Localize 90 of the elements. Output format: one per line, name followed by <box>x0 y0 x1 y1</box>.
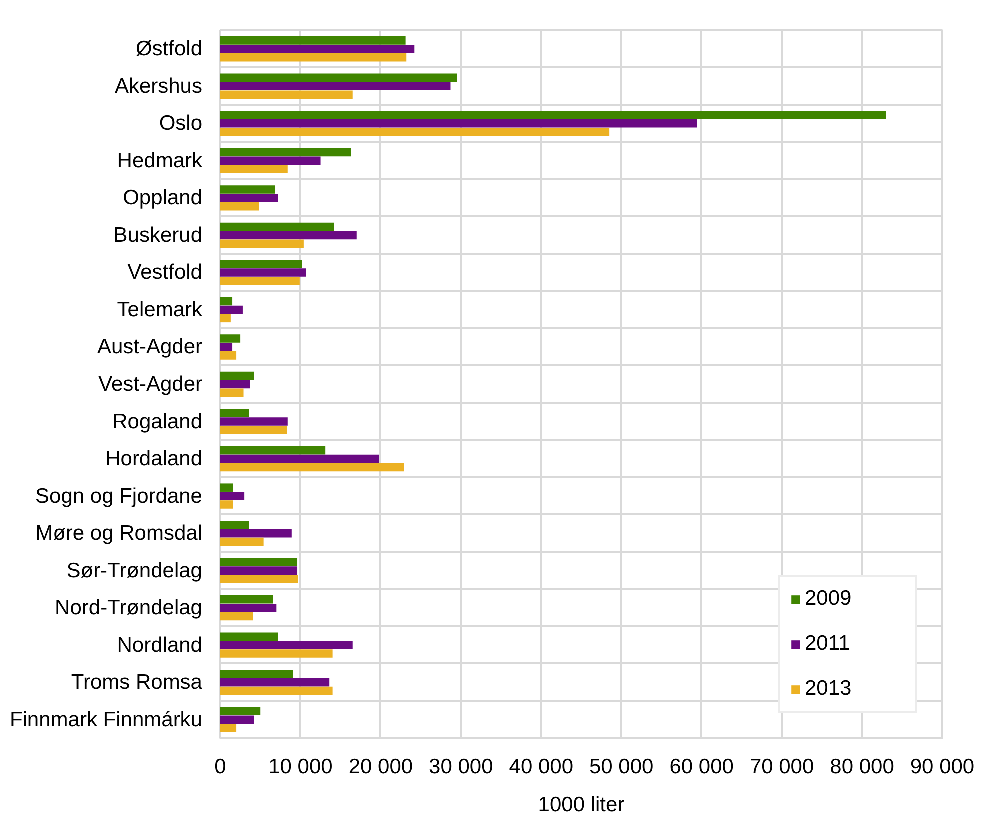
x-tick-label: 40 000 <box>509 756 574 778</box>
bar <box>220 222 334 232</box>
bar <box>220 120 698 128</box>
y-tick-label: Oslo <box>159 112 203 136</box>
y-tick-label: Troms Romsa <box>71 671 203 694</box>
y-tick-label: Østfold <box>136 38 203 61</box>
x-tick-label: 20 000 <box>348 756 414 778</box>
bar <box>220 484 234 492</box>
y-tick-label: Buskerud <box>114 224 202 247</box>
bar <box>220 372 254 380</box>
bar <box>220 418 288 426</box>
bar <box>220 352 237 360</box>
bar <box>220 111 886 120</box>
bar <box>220 409 250 418</box>
bar <box>220 268 306 277</box>
bar <box>220 492 245 500</box>
bar <box>220 558 298 567</box>
bar <box>220 36 406 45</box>
bar <box>220 297 233 306</box>
y-tick-label: Rogaland <box>112 410 202 434</box>
y-tick-label: Vest-Agder <box>98 373 203 396</box>
y-tick-label: Vestfold <box>128 261 203 284</box>
bar <box>220 343 233 352</box>
y-tick-label: Sør-Trøndelag <box>66 559 203 582</box>
bar <box>220 148 352 157</box>
y-tick-label: Nordland <box>117 634 203 657</box>
y-tick-label: Nord-Trøndelag <box>55 596 203 620</box>
bar <box>220 426 288 434</box>
x-tick-label: 90 000 <box>910 756 975 778</box>
bar <box>220 194 278 202</box>
bar <box>220 604 277 612</box>
x-axis-title: 1000 liter <box>538 794 625 816</box>
bar <box>220 202 260 211</box>
bar <box>220 90 353 99</box>
y-tick-label: Sogn og Fjordane <box>36 484 203 508</box>
bar <box>220 380 250 389</box>
bar <box>220 260 302 268</box>
bar <box>220 641 353 650</box>
x-tick-label: 10 000 <box>268 756 333 778</box>
y-tick-label: Finnmark Finnmárku <box>10 708 203 732</box>
bar <box>220 44 415 54</box>
legend-label: 2009 <box>805 587 853 611</box>
bar <box>220 538 264 546</box>
y-tick-label: Aust-Agder <box>97 336 203 359</box>
bar <box>220 500 234 509</box>
bar <box>220 612 254 621</box>
y-tick-label: Møre og Romsdal <box>36 522 203 546</box>
x-tick-label: 70 000 <box>750 756 814 778</box>
y-tick-label: Oppland <box>123 186 203 210</box>
bar <box>220 277 300 286</box>
legend-label: 2011 <box>805 632 852 656</box>
bar <box>220 707 261 716</box>
bar <box>220 186 276 194</box>
bar <box>220 650 333 658</box>
bar <box>220 520 250 530</box>
y-tick-label: Telemark <box>117 298 203 322</box>
bar <box>220 463 404 472</box>
bar <box>220 724 237 732</box>
bar <box>220 74 458 82</box>
x-tick-label: 30 000 <box>429 756 494 778</box>
x-tick-label: 60 000 <box>670 756 734 778</box>
bar <box>220 686 333 696</box>
bar <box>220 388 244 398</box>
y-tick-label: Hedmark <box>117 149 203 172</box>
bar <box>220 334 241 343</box>
bar <box>220 632 278 642</box>
bar <box>220 566 298 575</box>
bar <box>220 165 288 174</box>
bar <box>220 53 407 62</box>
bar <box>220 670 294 678</box>
bar <box>220 82 451 91</box>
bar <box>220 306 243 314</box>
bar <box>220 231 357 240</box>
bar <box>220 595 274 604</box>
bar <box>220 575 298 584</box>
bar <box>220 446 326 455</box>
bar <box>220 156 321 166</box>
bar <box>220 128 610 136</box>
bar <box>220 678 330 687</box>
y-tick-label: Akershus <box>114 74 203 98</box>
x-tick-label: 0 <box>214 756 226 778</box>
bar <box>220 529 292 538</box>
legend-label: 2013 <box>805 677 853 701</box>
bar <box>220 314 231 323</box>
y-tick-label: Hordaland <box>106 448 203 471</box>
x-tick-label: 50 000 <box>589 756 654 778</box>
bar <box>220 454 380 464</box>
bar <box>220 716 254 724</box>
bar <box>220 240 304 248</box>
x-tick-label: 80 000 <box>830 756 894 778</box>
